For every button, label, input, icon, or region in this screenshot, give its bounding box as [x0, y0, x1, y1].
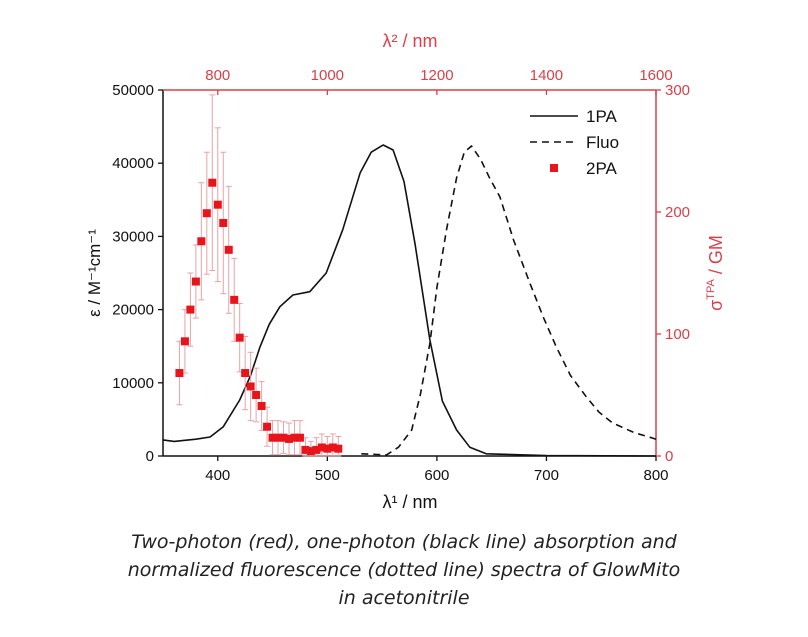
left-tick-label: 0: [146, 448, 154, 465]
bottom-tick-label: 600: [424, 467, 449, 484]
left-tick-label: 40000: [112, 155, 154, 172]
twopa-point: [295, 433, 304, 442]
twopa-point: [208, 178, 217, 187]
twopa-point: [235, 333, 244, 342]
caption-line: in acetonitrile: [338, 587, 470, 609]
twopa-point: [334, 444, 343, 453]
legend-2pa-label: 2PA: [586, 159, 618, 178]
top-tick-label: 800: [205, 67, 230, 84]
bottom-tick-label: 800: [643, 467, 668, 484]
twopa-point: [317, 443, 326, 452]
right-tick-label: 300: [665, 82, 690, 99]
twopa-point: [252, 391, 261, 399]
twopa-point: [284, 434, 293, 443]
twopa-point: [257, 401, 266, 410]
right-axis-unit: / GM: [706, 235, 726, 279]
twopa-point: [219, 218, 228, 227]
left-tick-label: 10000: [112, 375, 154, 392]
twopa-point: [224, 245, 233, 254]
twopa-point: [263, 422, 272, 431]
right-tick-label: 100: [665, 326, 690, 343]
left-axis-label: ε / M⁻¹cm⁻¹: [85, 229, 104, 317]
figure-caption: Two-photon (red), one-photon (black line…: [0, 528, 808, 612]
caption-line: Two-photon (red), one-photon (black line…: [131, 531, 677, 553]
top-tick-label: 1600: [639, 67, 672, 84]
twopa-point: [213, 200, 222, 209]
top-axis-label: λ² / nm: [382, 31, 437, 51]
twopa-point: [290, 433, 299, 442]
twopa-point: [274, 433, 283, 442]
legend-fluo-label: Fluo: [586, 133, 619, 152]
caption-line: normalized fluorescence (dotted line) sp…: [127, 559, 681, 581]
twopa-point: [180, 337, 189, 346]
twopa-point: [202, 209, 211, 218]
bottom-tick-label: 500: [315, 467, 340, 484]
right-tick-label: 0: [665, 448, 673, 465]
twopa-point: [241, 369, 250, 378]
legend-2pa-swatch: [550, 164, 558, 172]
left-tick-label: 20000: [112, 302, 154, 319]
bottom-tick-label: 400: [205, 467, 230, 484]
twopa-point: [246, 382, 255, 391]
twopa-point: [230, 295, 239, 304]
twopa-point: [306, 447, 315, 456]
twopa-point: [268, 433, 277, 442]
left-tick-label: 30000: [112, 228, 154, 245]
twopa-point: [175, 369, 184, 378]
legend-1pa-label: 1PA: [586, 107, 618, 126]
twopa-point: [312, 445, 321, 454]
fluo-line: [361, 145, 657, 456]
twopa-point: [279, 433, 288, 442]
onepa-line: [162, 144, 657, 457]
right-axis-symbol: σ: [706, 300, 726, 311]
twopa-point: [328, 443, 337, 452]
twopa-point: [197, 237, 206, 246]
top-tick-label: 1000: [311, 67, 344, 84]
twopa-point: [186, 305, 195, 314]
right-tick-label: 200: [665, 204, 690, 221]
twopa-point: [191, 277, 200, 286]
right-axis-superscript: TPA: [705, 278, 717, 299]
left-tick-label: 50000: [112, 82, 154, 99]
twopa-point: [301, 445, 310, 454]
right-axis-label: σTPA / GM: [705, 235, 726, 311]
top-tick-label: 1200: [420, 67, 453, 84]
top-tick-label: 1400: [530, 67, 563, 84]
twopa-point: [323, 444, 332, 453]
bottom-tick-label: 700: [534, 467, 559, 484]
bottom-axis-label: λ¹ / nm: [382, 492, 437, 512]
